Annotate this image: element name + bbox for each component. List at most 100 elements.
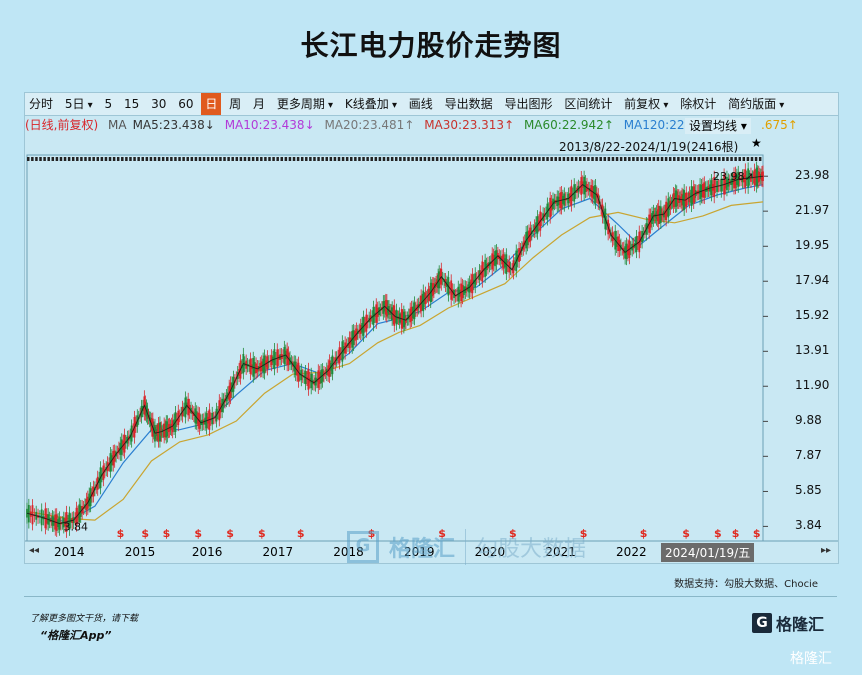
top-band-bar bbox=[758, 157, 762, 161]
toolbar-item-export-image[interactable]: 导出图形 bbox=[504, 97, 553, 111]
toolbar-item-week[interactable]: 周 bbox=[229, 97, 242, 111]
ma-setting-dropdown[interactable]: 设置均线 ▾ bbox=[685, 118, 751, 134]
top-band-bar bbox=[366, 157, 369, 161]
top-band-bar bbox=[186, 157, 189, 161]
top-band-bar bbox=[399, 157, 402, 161]
scroll-right-icon[interactable]: ▸▸ bbox=[821, 545, 832, 556]
top-band-bar bbox=[718, 157, 721, 161]
ma-legend: (日线,前复权) MA MA5:23.438↓ MA10:23.438↓ MA20… bbox=[25, 116, 838, 134]
top-band-bar bbox=[599, 157, 602, 161]
top-band-bar bbox=[337, 157, 341, 161]
data-support: 数据支持：勾股大数据、Chocie bbox=[674, 579, 818, 590]
y-tick-label: 15.92 bbox=[795, 308, 830, 323]
x-tick-label: 2020 bbox=[474, 545, 506, 559]
ma-legend-extra: .675↑ bbox=[761, 118, 798, 132]
top-band-bar bbox=[754, 157, 758, 161]
top-band-bar bbox=[746, 157, 750, 161]
dividend-marker: $ bbox=[438, 527, 446, 540]
top-band-bar bbox=[264, 157, 267, 161]
y-tick-label: 7.87 bbox=[795, 448, 822, 463]
top-band-bar bbox=[664, 157, 668, 161]
top-band-bar bbox=[43, 157, 46, 161]
toolbar-item-kline-overlay[interactable]: K线叠加 bbox=[341, 93, 401, 117]
top-band-bar bbox=[288, 157, 292, 161]
top-band-bar bbox=[603, 157, 607, 161]
watermark-logo-icon: G bbox=[347, 531, 379, 563]
top-band-bar bbox=[750, 157, 754, 161]
top-band-bar bbox=[39, 157, 42, 161]
top-band-bar bbox=[501, 157, 504, 161]
watermark: G 格隆汇 勾股大数据 bbox=[347, 529, 586, 565]
top-band-bar bbox=[689, 157, 692, 161]
top-band-bar bbox=[251, 157, 255, 161]
top-band-bar bbox=[296, 157, 300, 161]
top-band-bar bbox=[668, 157, 672, 161]
pin-icon[interactable]: ★ bbox=[751, 136, 762, 150]
ma-legend-ma: MA bbox=[108, 118, 127, 132]
dividend-marker: $ bbox=[117, 527, 125, 540]
top-band-bar bbox=[550, 157, 553, 161]
top-band-bar bbox=[166, 157, 169, 161]
ma-legend-ma60: MA60:22.942↑ bbox=[523, 118, 614, 132]
watermark-sub: 勾股大数据 bbox=[476, 537, 587, 562]
top-band-bar bbox=[411, 157, 414, 161]
top-band-bar bbox=[260, 157, 263, 161]
top-band-bar bbox=[509, 157, 512, 161]
top-band-bar bbox=[317, 157, 320, 161]
toolbar-item-export-data[interactable]: 导出数据 bbox=[444, 97, 493, 111]
divider bbox=[24, 596, 837, 597]
top-band-bar bbox=[558, 157, 562, 161]
top-band-bar bbox=[415, 157, 418, 161]
toolbar-item-more-periods[interactable]: 更多周期 bbox=[273, 93, 337, 117]
toolbar-item-day[interactable]: 日 bbox=[201, 93, 222, 115]
top-band-bar bbox=[403, 157, 406, 161]
top-band-bar bbox=[439, 157, 443, 161]
dividend-marker: $ bbox=[297, 527, 305, 540]
brand-logo-text: 格隆汇 bbox=[776, 615, 825, 634]
toolbar-item-30min[interactable]: 30 bbox=[151, 97, 167, 111]
toolbar-item-intraday[interactable]: 分时 bbox=[29, 97, 54, 111]
y-tick-label: 13.91 bbox=[795, 343, 830, 358]
scroll-left-icon[interactable]: ◂◂ bbox=[29, 545, 40, 556]
top-band-bar bbox=[63, 157, 67, 161]
toolbar-item-15min[interactable]: 15 bbox=[123, 97, 140, 111]
top-band-bar bbox=[615, 157, 619, 161]
top-band-bar bbox=[149, 157, 153, 161]
toolbar-item-range-stats[interactable]: 区间统计 bbox=[564, 97, 613, 111]
ma-legend-ma120: MA120:22.53 bbox=[623, 118, 704, 132]
ma-legend-ma10: MA10:23.438↓ bbox=[224, 118, 315, 132]
toolbar-item-forward-adjust[interactable]: 前复权 bbox=[620, 93, 672, 117]
top-band-bar bbox=[534, 157, 537, 161]
top-band-bar bbox=[108, 157, 112, 161]
top-band-bar bbox=[59, 157, 63, 161]
top-band-bar bbox=[31, 157, 34, 161]
ma-legend-ma20: MA20:23.481↑ bbox=[324, 118, 415, 132]
top-band-bar bbox=[284, 157, 288, 161]
dividend-marker: $ bbox=[163, 527, 171, 540]
top-band-bar bbox=[227, 157, 230, 161]
top-band-bar bbox=[701, 157, 705, 161]
toolbar-item-5day[interactable]: 5日 bbox=[61, 93, 97, 117]
top-band-bar bbox=[354, 157, 357, 161]
toolbar-item-draw[interactable]: 画线 bbox=[408, 97, 433, 111]
top-band-bar bbox=[673, 157, 676, 161]
top-band-bar bbox=[272, 157, 275, 161]
toolbar-item-simple-layout[interactable]: 简约版面 bbox=[724, 93, 788, 117]
toolbar-item-ex-rights[interactable]: 除权计 bbox=[680, 97, 717, 111]
top-band-bar bbox=[80, 157, 83, 161]
top-band-bar bbox=[464, 157, 468, 161]
top-band-bar bbox=[153, 157, 157, 161]
top-band-bar bbox=[742, 157, 746, 161]
top-band-bar bbox=[726, 157, 729, 161]
ma-setting-label: 设置均线 bbox=[689, 119, 738, 133]
toolbar-item-60min[interactable]: 60 bbox=[178, 97, 194, 111]
toolbar-item-5min[interactable]: 5 bbox=[104, 97, 113, 111]
top-band-bar bbox=[345, 157, 349, 161]
top-band-bar bbox=[27, 157, 30, 161]
toolbar-item-month[interactable]: 月 bbox=[253, 97, 266, 111]
top-band-bar bbox=[554, 157, 557, 161]
ma-legend-label: (日线,前复权) bbox=[25, 118, 99, 132]
top-band-bar bbox=[100, 157, 104, 161]
top-band-bar bbox=[713, 157, 717, 161]
top-band-bar bbox=[374, 157, 378, 161]
